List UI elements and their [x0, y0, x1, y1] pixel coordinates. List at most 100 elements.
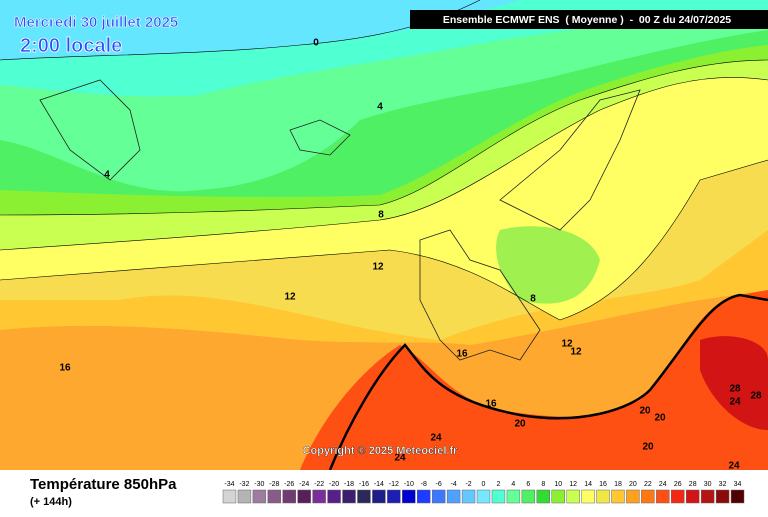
- legend-swatch: [596, 489, 610, 504]
- legend-tick-label: -18: [344, 481, 354, 488]
- legend-tick-label: 4: [511, 481, 515, 488]
- legend-tick-label: -4: [450, 481, 456, 488]
- legend-swatch: [581, 489, 595, 504]
- legend-tick-label: -2: [465, 481, 471, 488]
- contour-label: 16: [59, 363, 71, 374]
- legend-tick-label: -32: [239, 481, 249, 488]
- legend-swatch: [387, 489, 401, 504]
- legend-swatch: [417, 489, 431, 504]
- legend-swatch: [641, 489, 655, 504]
- legend-tick-label: 16: [599, 481, 607, 488]
- contour-label: 4: [377, 102, 383, 113]
- legend-tick-label: -14: [374, 481, 384, 488]
- legend-tick-label: 20: [629, 481, 637, 488]
- legend-swatch: [461, 489, 476, 504]
- legend-swatch: [282, 489, 296, 504]
- contour-label: 24: [394, 453, 406, 464]
- legend-tick-label: -8: [421, 481, 427, 488]
- legend-swatch: [357, 489, 371, 504]
- legend-tick-label: -30: [254, 481, 264, 488]
- contour-label: 24: [729, 397, 741, 408]
- legend-tick-label: 24: [659, 481, 667, 488]
- contour-label: 24: [430, 433, 442, 444]
- legend-swatch: [626, 489, 640, 504]
- zone-22: [300, 290, 768, 470]
- legend-tick-label: 32: [719, 481, 727, 488]
- legend-tick-label: 22: [644, 481, 652, 488]
- legend-tick-label: 10: [554, 481, 562, 488]
- contour-label: 12: [372, 262, 384, 273]
- local-time: 2:00 locale: [20, 35, 122, 57]
- legend-tick-label: 6: [526, 481, 530, 488]
- color-legend: -34 -32 -30 -28 -26 -24 -22 -20 -18 -16 -14 -12 -10-…: [222, 481, 745, 504]
- legend-swatch: [342, 489, 356, 504]
- legend-swatch: [521, 489, 536, 504]
- legend-tick-label: 8: [541, 481, 545, 488]
- contour-label: 16: [485, 399, 497, 410]
- legend-swatch: [372, 489, 386, 504]
- coastline: [419, 89, 641, 361]
- legend-tick-label: -16: [359, 481, 369, 488]
- legend-swatch: [730, 489, 745, 504]
- legend-swatch: [685, 489, 700, 504]
- legend-tick-label: -28: [269, 481, 279, 488]
- contour-label: 12: [570, 347, 582, 358]
- contour-label: 12: [561, 339, 573, 350]
- contour-label: 20: [654, 413, 666, 424]
- legend-swatch: [431, 489, 446, 504]
- legend-tick-label: -10: [404, 481, 414, 488]
- legend-swatch: [700, 489, 715, 504]
- legend-tick-label: 14: [584, 481, 592, 488]
- legend-tick-label: -26: [284, 481, 294, 488]
- legend-swatch: [491, 489, 506, 504]
- legend-swatch: [566, 489, 580, 504]
- copyright: Copyright © 2025 Meteociel.fr: [303, 445, 459, 457]
- legend-swatch: [656, 489, 670, 504]
- contour-label: 4: [104, 170, 110, 181]
- coastline: [39, 79, 351, 181]
- legend-tick-label: 0: [482, 481, 486, 488]
- legend-tick-label: 30: [704, 481, 712, 488]
- legend-swatch: [237, 489, 252, 504]
- legend-tick-label: 28: [689, 481, 697, 488]
- footer-title: Température 850hPa: [30, 476, 177, 493]
- legend-tick-label: -22: [314, 481, 324, 488]
- legend-tick-label: 34: [734, 481, 742, 488]
- legend-swatch: [446, 489, 461, 504]
- date: Mercredi 30 juillet 2025: [14, 14, 178, 31]
- legend-swatch: [611, 489, 625, 504]
- contour-label: 16: [456, 349, 468, 360]
- lead-time: (+ 144h): [30, 496, 72, 508]
- zone-0: [0, 0, 520, 60]
- legend-tick-label: 26: [674, 481, 682, 488]
- contour-label: 24: [728, 461, 740, 472]
- legend-swatch: [536, 489, 550, 504]
- contour-label: 28: [750, 391, 762, 402]
- legend-tick-label: -12: [389, 481, 399, 488]
- contour-label: 8: [530, 294, 536, 305]
- legend-swatch: [402, 489, 416, 504]
- contour-line: [0, 59, 768, 216]
- contour-line: [0, 77, 768, 251]
- legend-swatch: [715, 489, 730, 504]
- legend-swatch: [506, 489, 521, 504]
- legend-swatch: [671, 489, 685, 504]
- legend-tick-label: 12: [569, 481, 577, 488]
- legend-tick-label: -6: [436, 481, 442, 488]
- legend-tick-label: 18: [614, 481, 622, 488]
- legend-swatch: [252, 489, 267, 504]
- contour-label: 8: [378, 210, 384, 221]
- legend-swatch: [297, 489, 311, 504]
- zone-26: [700, 336, 768, 430]
- legend-swatch: [267, 489, 282, 504]
- legend-swatch: [222, 489, 237, 504]
- contour-label: 20: [639, 406, 651, 417]
- legend-tick-label: -20: [329, 481, 339, 488]
- legend-tick-label: -34: [224, 481, 234, 488]
- legend-swatch: [476, 489, 491, 504]
- contour-label: 20: [514, 419, 526, 430]
- zone-10: [496, 226, 600, 304]
- legend-tick-label: 2: [496, 481, 500, 488]
